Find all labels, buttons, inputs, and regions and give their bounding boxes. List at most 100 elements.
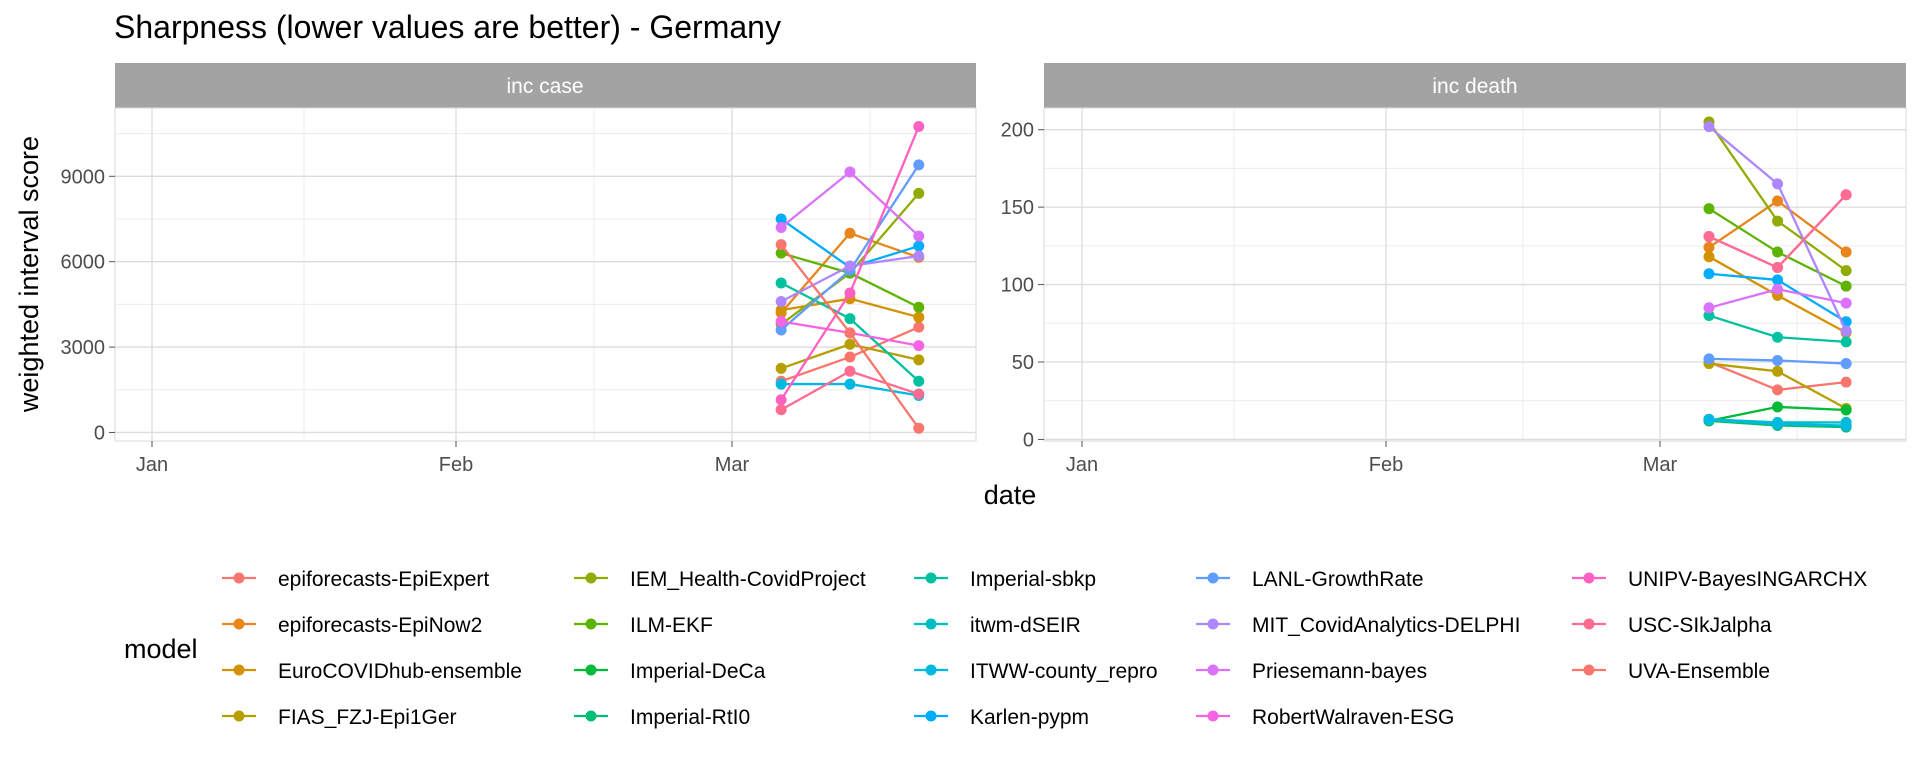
legend-label: RobertWalraven-ESG [1252,706,1454,729]
legend-item: FIAS_FZJ-Epi1Ger [222,706,457,729]
legend-label: epiforecasts-EpiExpert [278,568,489,591]
data-point [775,247,787,259]
legend-label: Imperial-RtI0 [630,706,750,729]
data-point [1840,189,1852,201]
legend-item: ILM-EKF [574,614,713,637]
legend-label: epiforecasts-EpiNow2 [278,614,482,637]
legend-items: epiforecasts-EpiExpert epiforecasts-EpiNo… [222,568,1867,729]
data-point [775,378,787,390]
data-point [1840,280,1852,292]
data-point [1772,215,1784,227]
legend-key-point [233,618,245,630]
series-fias-fzj-epi1ger [775,338,925,374]
legend-item: USC-SIkJalpha [1572,614,1772,637]
panel-inc-case: inc case 0 3000 6000 9000 Jan Feb Mar [61,63,977,476]
legend-label: Priesemann-bayes [1252,660,1427,683]
data-point [1703,302,1715,314]
legend-label: Imperial-sbkp [970,568,1096,591]
series-unipv-bayesingarchx [775,121,925,406]
data-point [844,351,856,363]
y-tick-label: 0 [94,422,105,444]
data-point [1840,297,1852,309]
y-tick-label: 6000 [61,252,106,274]
legend-key-point [585,710,597,722]
panel-strip-label: inc death [1432,75,1517,98]
legend-key-point [585,572,597,584]
series-lines [1703,116,1852,433]
legend-item: itwm-dSEIR [914,614,1081,637]
data-point [913,230,925,242]
data-point [775,277,787,289]
legend-label: Imperial-DeCa [630,660,766,683]
panel-strip [1044,63,1906,108]
data-point [1840,265,1852,277]
x-axis: Jan Feb Mar [1066,441,1678,476]
x-tick-label: Mar [1643,454,1678,476]
legend-key-point [1207,618,1219,630]
legend-item: Karlen-pypm [914,706,1089,729]
x-tick-label: Feb [439,454,473,476]
data-point [1772,401,1784,413]
data-point [913,121,925,132]
legend-label: Karlen-pypm [970,706,1089,729]
legend-item: IEM_Health-CovidProject [574,568,866,591]
data-point [775,324,787,336]
data-point [1703,203,1715,215]
legend: model epiforecasts-EpiExpertepiforecasts… [124,568,1867,729]
data-point [913,311,925,323]
legend-item: Priesemann-bayes [1196,660,1427,683]
data-point [844,260,856,272]
data-point [844,378,856,390]
data-point [1772,274,1784,286]
data-point [1840,404,1852,416]
data-point [913,388,925,400]
series-lines [775,121,925,434]
data-point [775,362,787,374]
legend-key-point [233,710,245,722]
legend-label: IEM_Health-CovidProject [630,568,866,591]
data-point [775,222,787,234]
panel-strip-label: inc case [506,75,583,98]
series-priesemann-bayes [1703,283,1852,314]
data-point [913,422,925,434]
series-mit-covidanalytics-delphi [1703,121,1852,337]
legend-item: UVA-Ensemble [1572,660,1770,683]
legend-label: UNIPV-BayesINGARCHX [1628,568,1867,591]
data-point [775,304,787,316]
y-tick-label: 100 [1001,275,1034,297]
data-point [1703,413,1715,425]
legend-item: EuroCOVIDhub-ensemble [222,660,522,683]
data-point [1772,195,1784,207]
legend-key-point [1583,664,1595,676]
data-point [1840,246,1852,258]
y-axis: 0 50 100 150 200 [1001,120,1044,451]
data-point [844,338,856,350]
x-tick-label: Jan [1066,454,1098,476]
data-point [1772,354,1784,366]
legend-key-point [925,664,937,676]
data-point [1772,283,1784,295]
data-point [913,354,925,366]
data-point [1840,358,1852,370]
gridlines [115,108,976,441]
data-point [775,394,787,406]
data-point [913,321,925,333]
data-point [1703,310,1715,322]
legend-item: RobertWalraven-ESG [1196,706,1454,729]
data-point [844,287,856,299]
y-tick-label: 0 [1023,429,1034,451]
x-axis: Jan Feb Mar [136,441,750,476]
data-point [1840,376,1852,388]
data-point [913,301,925,313]
y-axis: 0 3000 6000 9000 [61,166,115,444]
legend-label: FIAS_FZJ-Epi1Ger [278,706,457,729]
data-point [775,315,787,327]
data-point [913,159,925,171]
series-imperial-sbkp [775,277,925,387]
series-ilm-ekf [1703,203,1852,292]
data-point [1772,246,1784,258]
data-point [1703,268,1715,280]
data-point [913,375,925,387]
panel-strip [115,63,976,108]
